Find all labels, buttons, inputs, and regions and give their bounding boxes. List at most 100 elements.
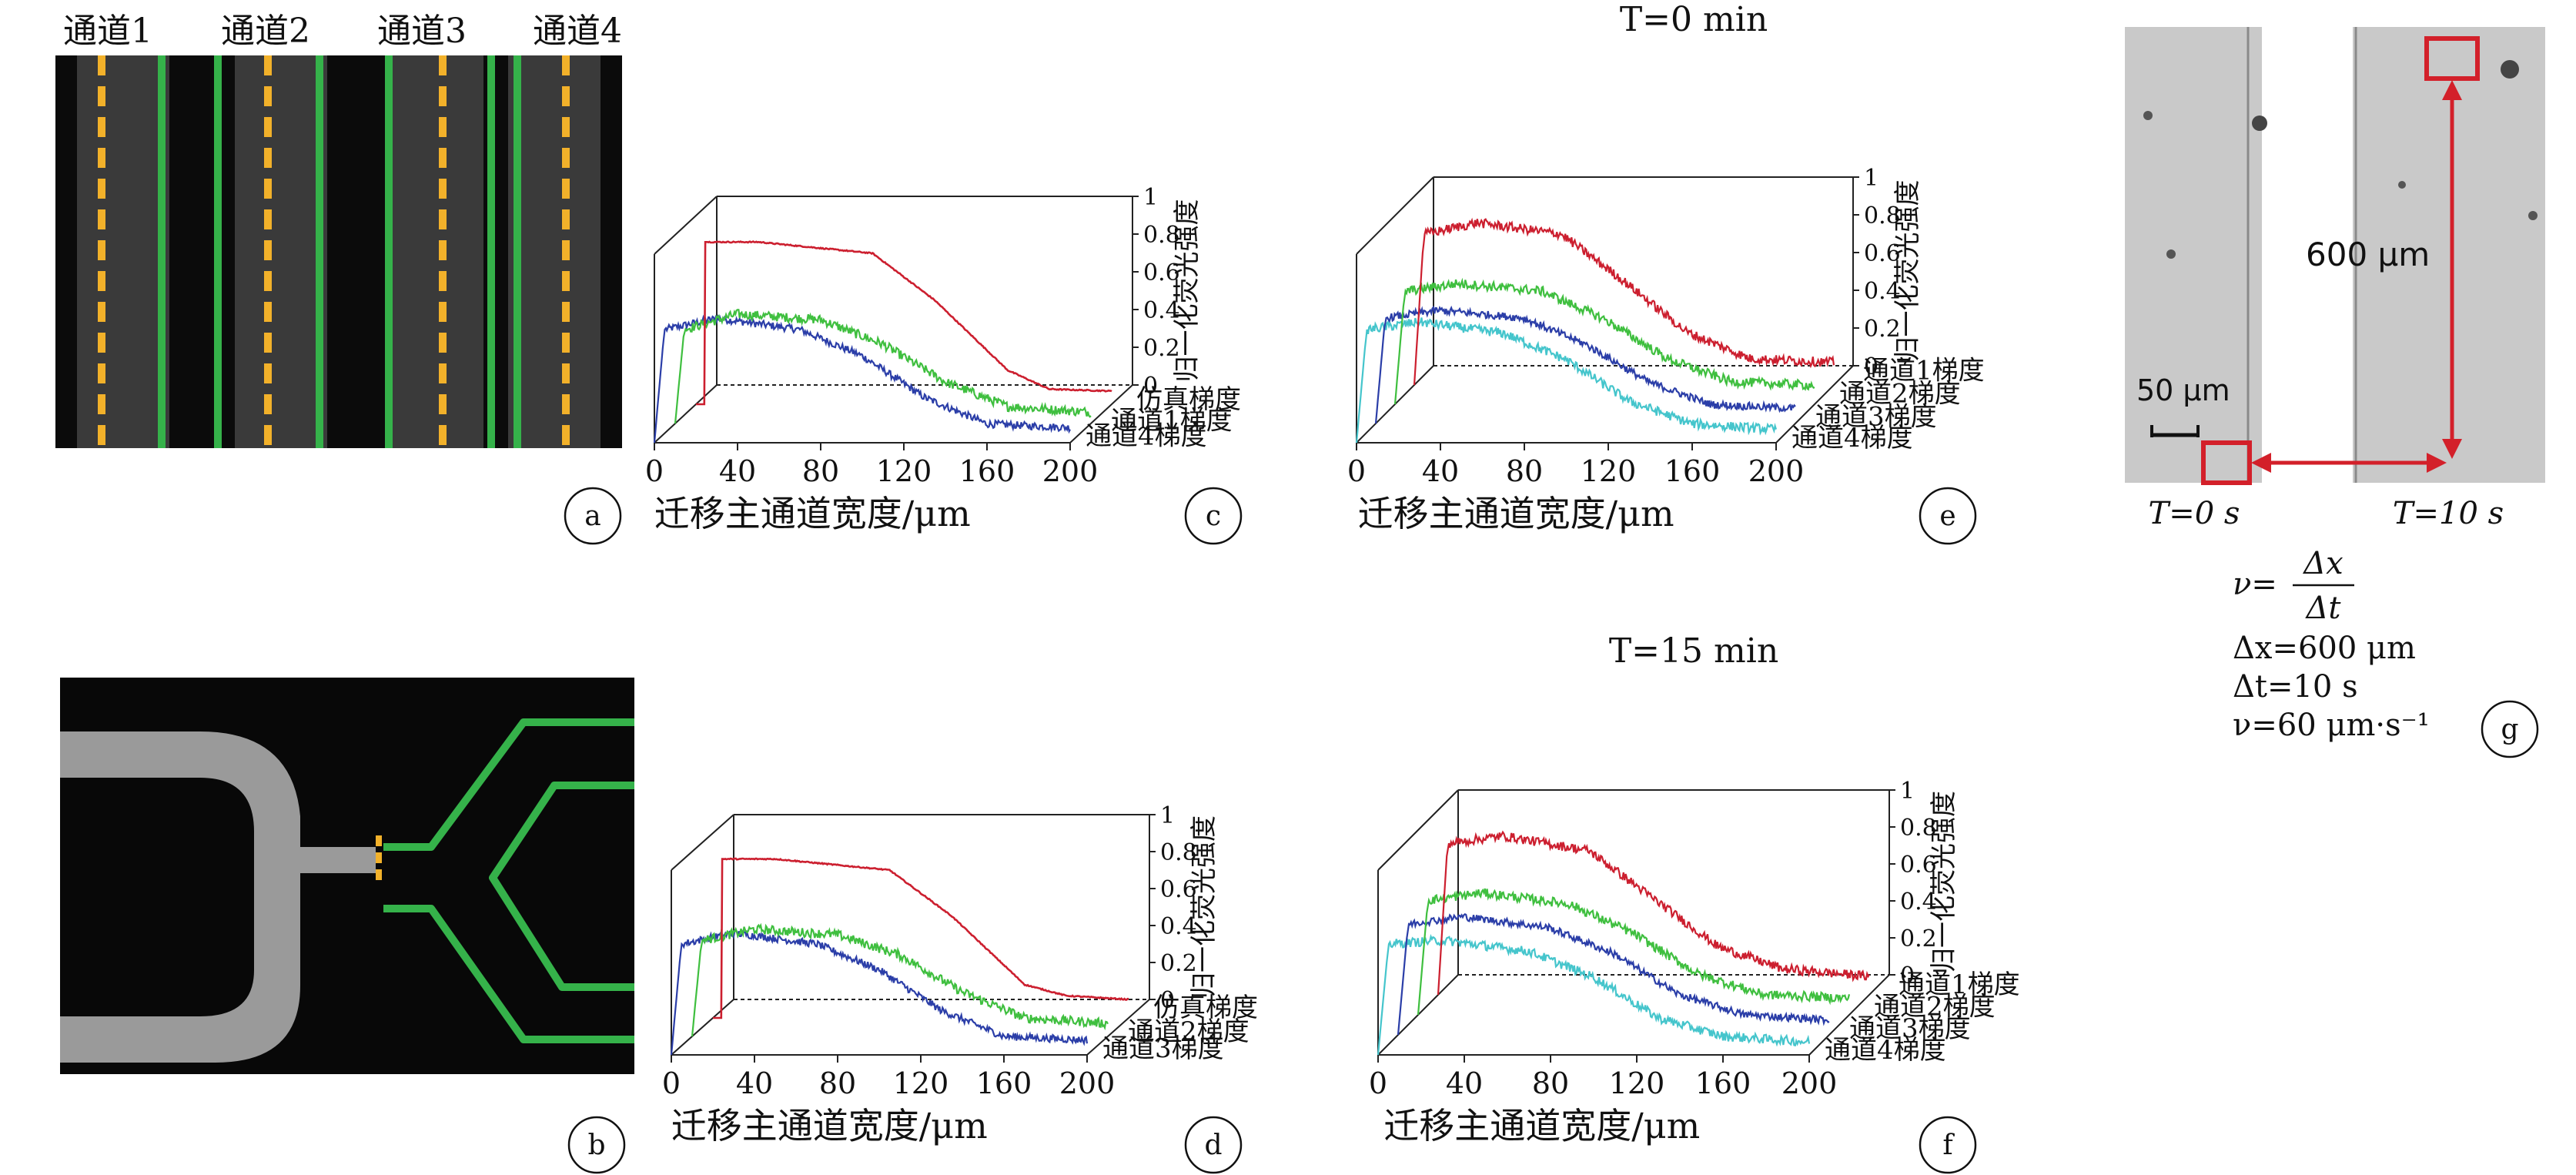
panel-a: 通道1 通道2 通道3 通道4 a: [55, 12, 622, 545]
z-tick-label: 0: [1143, 373, 1158, 400]
chart-d: 0 40 80 120 160 200 0 0.2 0.4 0.6 0.8 1 归一化荧光强度迁移主通道…: [662, 802, 1258, 1174]
chart-f: 0 40 80 120 160 200 0 0.2 0.4 0.6 0.8 1 归一化荧光强度迁移主通道…: [1369, 631, 2020, 1174]
bright-channel-4: [508, 55, 601, 448]
z-tick-label: 0.8: [1864, 203, 1901, 229]
cell-speck: [2528, 211, 2538, 220]
z-tick-label: 0.4: [1864, 278, 1901, 305]
z-tick-label: 1: [1900, 778, 1915, 805]
arrowhead-down: [2442, 439, 2462, 459]
series-label: 通道3梯度: [1849, 1013, 1971, 1044]
bright-channel-2: [235, 55, 327, 448]
x-axis-label: 迁移主通道宽度/μm: [1358, 493, 1674, 534]
x-tick-label: 120: [1581, 454, 1637, 488]
tag-label: f: [1942, 1130, 1955, 1161]
formula-dx: Δx=600 μm: [2233, 631, 2416, 666]
z-tick-label: 0.2: [1143, 335, 1180, 362]
z-tick-label: 0.4: [1900, 889, 1937, 916]
z-tick-label: 1: [1143, 184, 1158, 211]
z-tick-label: 0: [1900, 962, 1915, 989]
z-tick-label: 1: [1864, 165, 1878, 192]
tag-a-circle: [564, 487, 622, 545]
z-tick-label: 0.4: [1143, 297, 1180, 324]
series-line: [1413, 217, 1835, 386]
distance-label: 600 μm: [2306, 236, 2430, 273]
x-tick-label: 160: [1695, 1066, 1751, 1100]
x-tick-label: 120: [1609, 1066, 1665, 1100]
x-tick-label: 120: [893, 1066, 949, 1100]
depth-axis-top: [1356, 176, 1434, 255]
formula-denominator: Δt: [2305, 591, 2342, 626]
series-label: 通道3梯度: [1815, 401, 1937, 432]
x-tick-label: 80: [802, 454, 839, 488]
series-label: 通道2梯度: [1874, 991, 1996, 1022]
tag-a: a: [584, 500, 601, 532]
chart-e: 0 40 80 120 160 200 0 0.2 0.4 0.6 0.8 1 归一化荧光强度迁移主通道…: [1347, 0, 1985, 545]
channel-label-3: 通道3: [377, 12, 467, 51]
chart-title: T=0 min: [1620, 0, 1768, 39]
z-axis-label: 归一化荧光强度: [1172, 199, 1203, 383]
right-depth-line: [1808, 974, 1890, 1056]
z-tick-label: 0.6: [1864, 240, 1901, 267]
x-tick-label: 120: [876, 454, 932, 488]
solid-green-line: [489, 782, 634, 991]
z-tick-label: 0.2: [1160, 950, 1197, 977]
channel-label-4: 通道4: [533, 12, 622, 51]
depth-axis-top: [671, 814, 734, 871]
series-label: 通道2梯度: [1839, 379, 1961, 410]
tag-label: e: [1939, 500, 1955, 532]
series-label: 通道1梯度: [1111, 405, 1233, 436]
solid-green-line: [383, 905, 634, 1043]
bright-loop: [60, 731, 300, 1063]
z-tick-label: 0.8: [1900, 815, 1937, 842]
x-tick-label: 200: [1059, 1066, 1116, 1100]
z-tick-label: 0.2: [1900, 926, 1937, 952]
formula-dt: Δt=10 s: [2233, 669, 2358, 705]
cell-speck: [2398, 181, 2406, 189]
z-tick-label: 0.8: [1143, 222, 1180, 249]
x-axis-label: 迁移主通道宽度/μm: [671, 1105, 988, 1147]
arrowhead-left: [2251, 453, 2271, 473]
z-tick-label: 0.6: [1143, 259, 1180, 286]
z-tick-label: 1: [1160, 802, 1175, 829]
series-line: [696, 240, 1112, 406]
series-line: [1437, 830, 1870, 996]
x-tick-label: 0: [1369, 1066, 1387, 1100]
cell-box-start: [2201, 440, 2252, 485]
formula-numerator: Δx: [2302, 546, 2343, 581]
x-tick-label: 80: [1532, 1066, 1569, 1100]
tag-b: b: [587, 1130, 605, 1161]
cell-speck: [2166, 249, 2176, 259]
time-label-end: T=10 s: [2393, 496, 2504, 531]
tag-g: g: [2501, 714, 2518, 745]
x-tick-label: 0: [1347, 454, 1366, 488]
series-label: 通道1梯度: [1899, 969, 2020, 1000]
arrowhead-up: [2442, 80, 2462, 100]
depth-axis-top: [1377, 789, 1459, 871]
right-depth-line: [1069, 384, 1133, 444]
cell-speck: [2252, 115, 2267, 131]
tag-circle: [1184, 487, 1243, 545]
x-tick-label: 80: [1506, 454, 1543, 488]
panel-g: 50 μm 600 μm T=0 s T=10 s ν= Δx Δt Δx=60…: [2125, 27, 2545, 758]
series-line: [1393, 277, 1815, 405]
x-tick-label: 160: [976, 1066, 1032, 1100]
micrograph-right: [2353, 27, 2545, 483]
x-tick-label: 0: [645, 454, 664, 488]
tag-label: c: [1206, 500, 1221, 532]
x-tick-label: 40: [1446, 1066, 1483, 1100]
series-label: 通道4梯度: [1791, 423, 1913, 454]
x-tick-label: 200: [1042, 454, 1099, 488]
tag-circle: [1919, 1116, 1977, 1174]
x-tick-label: 160: [959, 454, 1015, 488]
bright-channel-1: [77, 55, 169, 448]
series-line: [674, 309, 1092, 424]
series-label: 通道2梯度: [1128, 1016, 1250, 1047]
tag-b-circle: [567, 1116, 626, 1174]
z-tick-label: 0.2: [1864, 316, 1901, 343]
tag-g-circle: [2481, 700, 2539, 758]
cell-speck: [2501, 60, 2519, 79]
cell-speck: [2143, 111, 2153, 120]
depth-axis: [654, 384, 718, 444]
